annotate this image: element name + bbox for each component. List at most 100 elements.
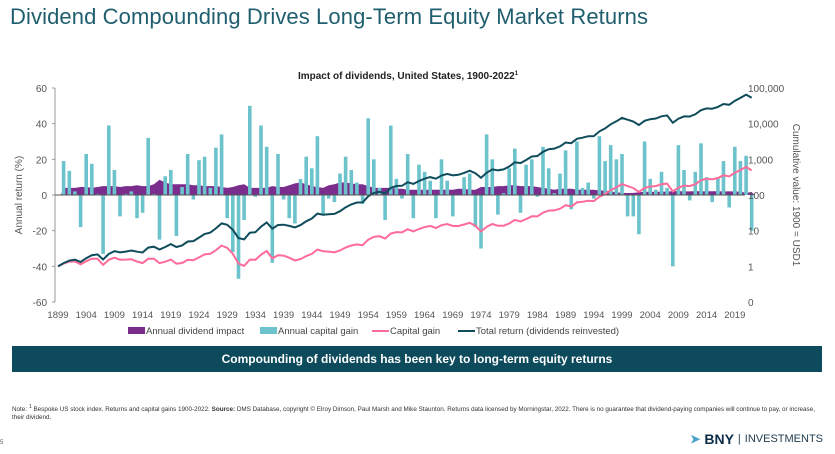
- capital-gain-bar-1955: [372, 159, 376, 195]
- x-tick-label: 1984: [527, 310, 548, 321]
- legend: Annual dividend impact Annual capital ga…: [128, 326, 619, 337]
- x-tick-label: 1929: [217, 310, 238, 321]
- x-tick-label: 2004: [640, 310, 661, 321]
- capital-gain-bar-2011: [687, 195, 692, 201]
- capital-gain-bar-1958: [389, 125, 393, 195]
- capital-gain-bar-1948: [332, 195, 337, 203]
- logo-brand: BNY: [704, 431, 734, 447]
- capital-gain-bar-1910: [118, 195, 122, 217]
- bny-logo: ➤ BNY | INVESTMENTS: [690, 431, 823, 447]
- capital-gain-bar-2002: [637, 195, 641, 235]
- capital-gain-bar-2015: [710, 195, 714, 203]
- capital-gain-bar-1973: [473, 195, 478, 228]
- capital-gain-bar-1925: [202, 156, 207, 195]
- capital-gain-bar-1990: [569, 195, 573, 210]
- capital-gain-bar-1909: [112, 170, 117, 195]
- y-tick-label: 40: [36, 120, 48, 131]
- capital-gain-bar-1919: [169, 170, 173, 195]
- x-tick-label: 1964: [414, 310, 435, 321]
- capital-gain-bar-1984: [535, 195, 540, 197]
- capital-gain-bar-1971: [462, 177, 466, 195]
- capital-gain-bar-2016: [716, 177, 720, 195]
- capital-gain-bar-2013: [699, 143, 703, 195]
- capital-gain-bar-1996: [603, 161, 607, 195]
- capital-gain-bar-1917: [157, 195, 162, 240]
- capital-gain-bar-1978: [501, 193, 506, 195]
- capital-gain-bar-1932: [242, 195, 246, 220]
- capital-gain-bar-1951: [349, 170, 354, 195]
- capital-gain-bar-1976: [490, 159, 495, 195]
- capital-gain-bar-1912: [129, 191, 134, 195]
- capital-gain-bar-1977: [496, 195, 500, 215]
- page-title: Dividend Compounding Drives Long-Term Eq…: [10, 4, 649, 29]
- capital-gain-bar-1902: [73, 191, 77, 195]
- capital-gain-bar-1904: [84, 154, 88, 195]
- x-tick-label: 2014: [696, 310, 717, 321]
- capital-gain-bar-1939: [281, 195, 286, 200]
- y2-tick-label: 100,000: [748, 84, 785, 95]
- capital-gain-bar-1972: [467, 173, 472, 195]
- x-tick-label: 1969: [442, 310, 463, 321]
- capital-gain-bar-1913: [135, 195, 139, 219]
- capital-gain-bar-1940: [287, 195, 291, 219]
- x-tick-label: 1914: [132, 310, 153, 321]
- capital-gain-bar-2008: [671, 195, 675, 267]
- capital-gain-bar-1983: [530, 159, 534, 195]
- capital-gain-bar-1929: [225, 195, 229, 219]
- x-tick-label: 1944: [301, 310, 322, 321]
- capital-gain-bar-1964: [422, 171, 427, 195]
- y2-tick-label: 100: [748, 191, 765, 202]
- capital-gain-bar-1938: [276, 154, 280, 195]
- capital-gain-bar-1988: [558, 173, 562, 195]
- x-tick-label: 1919: [160, 310, 181, 321]
- capital-gain-bar-1949: [338, 173, 342, 195]
- capital-gain-bar-1954: [366, 118, 370, 195]
- chart-title: Impact of dividends, United States, 1900…: [298, 71, 519, 82]
- capital-gain-line: [57, 165, 753, 268]
- capital-gain-bar-1918: [163, 176, 167, 195]
- capital-gain-bar-1947: [326, 195, 331, 199]
- x-tick-label: 1979: [499, 310, 520, 321]
- y-tick-label: -60: [33, 298, 48, 309]
- capital-gain-bar-1957: [383, 195, 387, 220]
- capital-gain-bar-1928: [219, 134, 224, 195]
- x-tick-label: 1974: [470, 310, 491, 321]
- y-tick-label: -40: [33, 262, 48, 273]
- capital-gain-bar-2005: [654, 189, 658, 196]
- capital-gain-bar-1966: [434, 195, 438, 219]
- x-tick-label: 2019: [724, 310, 745, 321]
- capital-gain-bar-1900: [61, 161, 66, 195]
- capital-gain-bar-1998: [614, 159, 619, 195]
- capital-gain-bar-1944: [310, 168, 314, 196]
- capital-gain-bar-1907: [101, 195, 105, 254]
- capital-gain-bar-1979: [507, 168, 511, 196]
- capital-gain-bar-1974: [479, 195, 483, 249]
- capital-gain-bar-1989: [563, 150, 568, 195]
- x-tick-label: 1909: [104, 310, 125, 321]
- capital-gain-bar-1992: [580, 187, 585, 195]
- x-tick-label: 1949: [329, 310, 350, 321]
- y2-tick-label: 0: [748, 298, 754, 309]
- y2-tick-label: 10: [748, 227, 760, 238]
- capital-gain-bar-1930: [231, 195, 235, 253]
- capital-gain-bar-2020: [738, 161, 743, 195]
- x-tick-label: 1939: [273, 310, 294, 321]
- page-number: 5: [0, 440, 4, 446]
- legend-label-capital-bar: Annual capital gain: [278, 326, 358, 337]
- capital-gain-bar-1969: [451, 195, 455, 217]
- capital-gain-bar-2017: [721, 161, 726, 195]
- capital-gain-bar-1975: [484, 134, 489, 195]
- capital-gain-bar-2022: [749, 195, 754, 231]
- logo-sub: INVESTMENTS: [744, 433, 823, 445]
- legend-label-capital-line: Capital gain: [390, 326, 440, 337]
- capital-gain-bar-1927: [214, 147, 218, 195]
- x-tick-label: 2009: [668, 310, 689, 321]
- capital-gain-bar-1995: [597, 136, 602, 196]
- capital-gain-bar-1903: [78, 195, 83, 228]
- y2-axis-label: Cumulative value: 1900 = USD1: [790, 124, 801, 267]
- capital-gain-bar-1987: [552, 193, 557, 195]
- capital-gain-bar-1908: [107, 125, 111, 195]
- capital-gain-bar-1922: [185, 154, 190, 195]
- capital-gain-bar-1960: [400, 195, 404, 199]
- y-tick-label: 0: [41, 191, 47, 202]
